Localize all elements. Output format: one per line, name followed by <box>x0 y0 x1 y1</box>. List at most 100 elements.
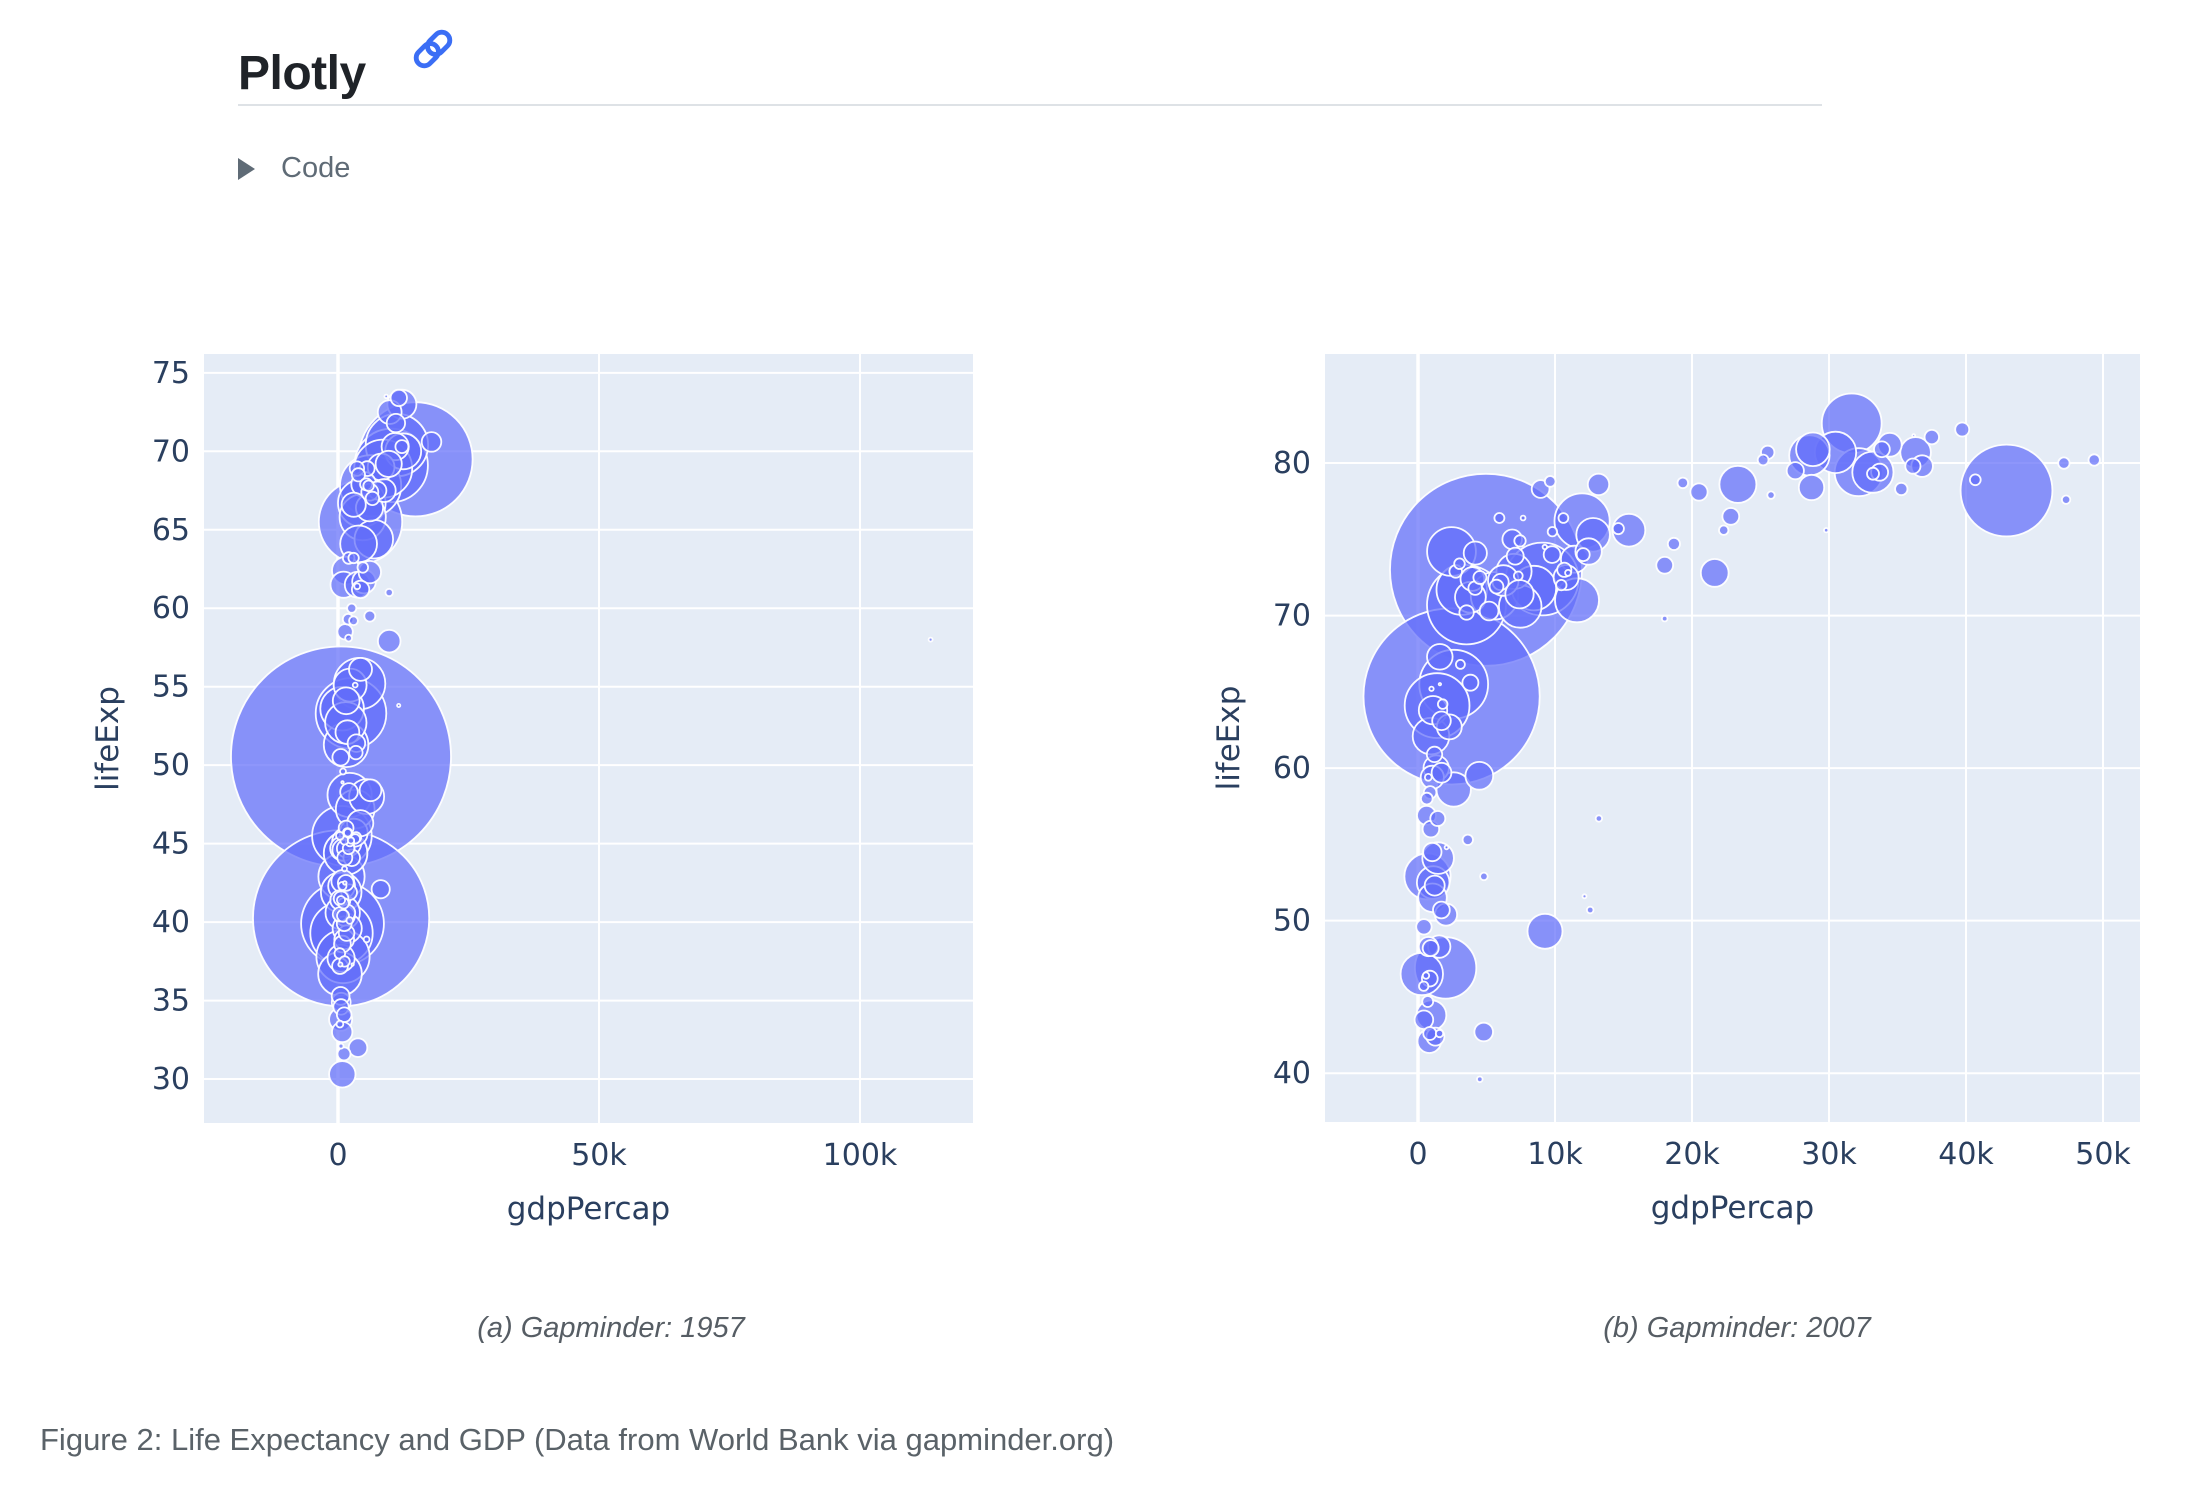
data-bubble[interactable] <box>339 782 359 802</box>
data-bubble[interactable] <box>340 780 345 785</box>
data-bubble[interactable] <box>353 582 362 591</box>
data-bubble[interactable] <box>331 686 361 716</box>
data-bubble[interactable] <box>1594 814 1604 823</box>
data-bubble[interactable] <box>1721 507 1741 526</box>
data-bubble[interactable] <box>370 879 391 900</box>
bubble-chart-gapminder-2007[interactable]: 0 10k 20k 30k 40k 50k 40 50 60 70 80 gdpPercap lifeE… <box>1180 330 2180 1240</box>
data-bubble[interactable] <box>1453 557 1466 570</box>
data-bubble[interactable] <box>348 744 364 761</box>
data-bubble[interactable] <box>335 895 346 906</box>
data-bubble[interactable] <box>364 490 380 506</box>
data-bubble[interactable] <box>1795 431 1831 467</box>
data-bubble[interactable] <box>1585 905 1595 915</box>
data-bubble[interactable] <box>384 587 394 598</box>
data-bubble[interactable] <box>1429 810 1447 827</box>
anchor-link-icon[interactable] <box>410 26 456 72</box>
data-bubble[interactable] <box>1455 659 1466 670</box>
data-bubble[interactable] <box>1421 971 1431 980</box>
data-bubble[interactable] <box>1526 912 1564 950</box>
data-bubble[interactable] <box>344 633 353 643</box>
data-bubble[interactable] <box>1555 578 1568 592</box>
data-bubble[interactable] <box>1541 543 1548 551</box>
data-bubble[interactable] <box>389 388 408 407</box>
data-bubble[interactable] <box>1611 522 1625 536</box>
data-bubble[interactable] <box>350 579 371 600</box>
bubble-chart-gapminder-1957[interactable]: 0 50k 100k 30 35 40 45 50 55 60 65 70 75 gdpPercap lif… <box>60 330 1060 1240</box>
data-bubble[interactable] <box>1904 457 1922 475</box>
data-bubble[interactable] <box>1546 526 1559 538</box>
data-bubble[interactable] <box>1493 512 1506 524</box>
data-bubble[interactable] <box>383 393 389 400</box>
data-bubble[interactable] <box>1478 600 1500 622</box>
data-bubble[interactable] <box>1421 995 1435 1008</box>
data-bubble[interactable] <box>374 449 403 478</box>
data-bubble[interactable] <box>348 657 373 682</box>
data-bubble[interactable] <box>1423 874 1446 897</box>
data-bubble[interactable] <box>2061 494 2072 505</box>
data-bubble[interactable] <box>1428 685 1435 692</box>
data-bubble[interactable] <box>1676 476 1690 490</box>
data-bubble[interactable] <box>385 412 406 434</box>
data-bubble[interactable] <box>1476 1075 1484 1083</box>
data-bubble[interactable] <box>927 636 934 643</box>
data-bubble[interactable] <box>1436 698 1449 710</box>
data-bubble[interactable] <box>1564 569 1572 577</box>
data-bubble[interactable] <box>1443 844 1450 851</box>
data-bubble[interactable] <box>335 1019 345 1029</box>
data-bubble[interactable] <box>1543 475 1557 488</box>
data-bubble[interactable] <box>336 1046 352 1062</box>
data-bubble[interactable] <box>1461 833 1474 846</box>
data-bubble[interactable] <box>1422 841 1443 863</box>
data-bubble[interactable] <box>358 778 383 803</box>
data-bubble[interactable] <box>1766 490 1776 500</box>
data-bubble[interactable] <box>348 615 359 627</box>
data-bubble[interactable] <box>351 681 359 689</box>
data-bubble[interactable] <box>1420 791 1434 806</box>
data-bubble[interactable] <box>1418 980 1430 992</box>
data-bubble[interactable] <box>1689 482 1709 502</box>
data-bubble[interactable] <box>377 629 402 654</box>
data-bubble[interactable] <box>1586 472 1611 496</box>
data-bubble[interactable] <box>1718 524 1730 536</box>
data-bubble[interactable] <box>1431 710 1452 732</box>
data-bubble[interactable] <box>340 491 367 518</box>
data-bubble[interactable] <box>335 830 345 841</box>
data-bubble[interactable] <box>396 703 402 709</box>
data-bubble[interactable] <box>356 561 370 574</box>
data-bubble[interactable] <box>1823 527 1830 534</box>
data-bubble[interactable] <box>1666 536 1681 551</box>
data-bubble[interactable] <box>1911 433 1916 438</box>
data-bubble[interactable] <box>1479 871 1489 882</box>
data-bubble[interactable] <box>1488 578 1505 595</box>
data-bubble[interactable] <box>1785 461 1805 481</box>
data-bubble[interactable] <box>347 1037 369 1058</box>
data-bubble[interactable] <box>1519 514 1527 522</box>
data-bubble[interactable] <box>1969 473 1982 487</box>
data-bubble[interactable] <box>1923 428 1940 446</box>
data-bubble[interactable] <box>1513 570 1524 582</box>
data-bubble[interactable] <box>350 467 366 483</box>
data-bubble[interactable] <box>339 767 347 776</box>
data-bubble[interactable] <box>1655 555 1674 575</box>
data-bubble[interactable] <box>1699 558 1730 588</box>
data-bubble[interactable] <box>341 865 348 873</box>
data-bubble[interactable] <box>337 961 344 968</box>
data-bubble[interactable] <box>337 1042 345 1050</box>
data-bubble[interactable] <box>2087 453 2101 467</box>
data-bubble[interactable] <box>1432 900 1451 920</box>
data-bubble[interactable] <box>1421 939 1440 957</box>
data-bubble[interactable] <box>1513 534 1527 548</box>
data-bubble[interactable] <box>336 1006 353 1023</box>
data-bubble[interactable] <box>1797 473 1826 502</box>
data-bubble[interactable] <box>350 962 355 967</box>
data-bubble[interactable] <box>1424 772 1433 782</box>
data-bubble[interactable] <box>362 479 375 493</box>
data-bubble[interactable] <box>1575 547 1591 562</box>
data-bubble[interactable] <box>1425 745 1444 764</box>
data-bubble[interactable] <box>362 935 371 944</box>
data-bubble[interactable] <box>1505 546 1525 566</box>
data-bubble[interactable] <box>363 609 377 623</box>
data-bubble[interactable] <box>1458 604 1475 621</box>
data-bubble[interactable] <box>1894 481 1909 497</box>
data-bubble[interactable] <box>1873 440 1891 459</box>
